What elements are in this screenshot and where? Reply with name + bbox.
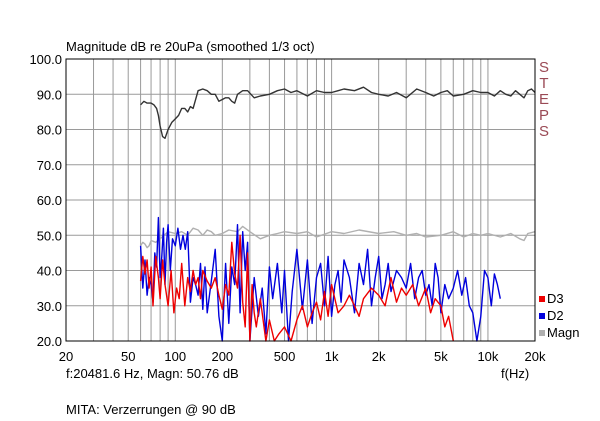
series-line-magn xyxy=(140,225,536,249)
series-line-magnitude xyxy=(140,86,536,140)
brand-letter: S xyxy=(538,123,549,140)
brand-letter: S xyxy=(538,59,549,76)
x-tick-labels: 20 50 100 200 500 1k 2k 5k 10k 20k xyxy=(59,349,546,364)
series-line-d3 xyxy=(139,234,454,342)
y-tick-label: 60.0 xyxy=(37,193,62,208)
legend-swatch-magn xyxy=(539,330,545,336)
legend-label-d3: D3 xyxy=(547,291,564,306)
x-tick-label: 20k xyxy=(525,349,546,364)
x-tick-label: 1k xyxy=(325,349,339,364)
cursor-readout: f:20481.6 Hz, Magn: 50.76 dB xyxy=(66,366,239,381)
legend-item-d3: D3 xyxy=(539,291,564,306)
x-axis-label: f(Hz) xyxy=(501,366,530,381)
y-tick-label: 90.0 xyxy=(37,87,62,102)
brand-logo: S T E P S xyxy=(537,60,551,140)
y-tick-label: 80.0 xyxy=(37,123,62,138)
brand-letter: E xyxy=(538,91,549,108)
y-tick-label: 100.0 xyxy=(29,52,62,67)
y-tick-labels: 100.0 90.0 80.0 70.0 60.0 50.0 40.0 30.0 20.0 xyxy=(29,52,62,349)
x-tick-label: 50 xyxy=(121,349,135,364)
plot-frame xyxy=(65,58,536,342)
grid xyxy=(66,59,535,341)
legend-label-magn: Magn xyxy=(547,325,580,340)
y-tick-label: 30.0 xyxy=(37,299,62,314)
legend-item-magn: Magn xyxy=(539,325,580,340)
x-tick-label: 5k xyxy=(434,349,448,364)
x-tick-label: 200 xyxy=(211,349,233,364)
legend-swatch-d2 xyxy=(539,313,545,319)
legend-swatch-d3 xyxy=(539,296,545,302)
series-line-d2 xyxy=(139,216,501,342)
legend-label-d2: D2 xyxy=(547,308,564,323)
x-tick-label: 10k xyxy=(477,349,498,364)
legend-item-d2: D2 xyxy=(539,308,564,323)
brand-letter: P xyxy=(538,107,549,124)
x-tick-label: 100 xyxy=(164,349,186,364)
brand-letter: T xyxy=(539,75,549,92)
y-tick-label: 50.0 xyxy=(37,228,62,243)
chart-title: Magnitude dB re 20uPa (smoothed 1/3 oct) xyxy=(66,39,315,54)
series-lines xyxy=(139,86,536,342)
x-tick-label: 2k xyxy=(372,349,386,364)
footer-note: MITA: Verzerrungen @ 90 dB xyxy=(66,402,236,417)
y-tick-label: 70.0 xyxy=(37,158,62,173)
x-tick-label: 20 xyxy=(59,349,73,364)
y-tick-label: 20.0 xyxy=(37,334,62,349)
x-tick-label: 500 xyxy=(274,349,296,364)
y-tick-label: 40.0 xyxy=(37,264,62,279)
